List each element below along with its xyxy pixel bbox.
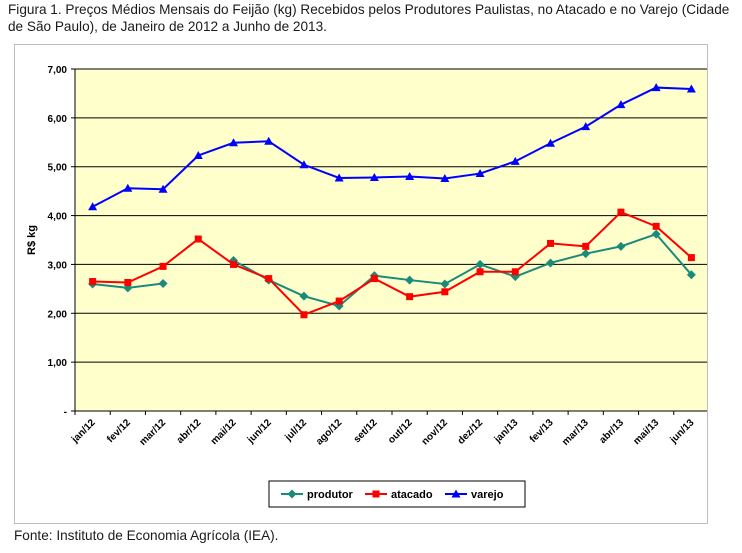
data-point-varejo [264,136,274,145]
data-point-varejo [123,183,133,192]
data-point-varejo [158,184,168,193]
data-point-produtor [405,275,415,285]
x-tick-label: jun/12 [245,417,274,446]
data-point-varejo [229,138,238,147]
x-tick-label: jan/12 [69,417,98,446]
data-point-atacado [300,311,308,319]
data-point-atacado [265,275,273,283]
plot-area [74,68,707,412]
data-point-produtor [299,291,309,301]
data-point-varejo [334,173,344,182]
data-point-produtor [581,249,591,259]
data-point-varejo [686,84,696,93]
data-point-atacado [652,222,660,230]
x-tick-label: mai/12 [209,417,239,447]
legend-marker-atacado [372,490,380,498]
legend-label-varejo: varejo [471,489,504,501]
legend-marker-varejo [451,489,461,498]
y-tick-label: 1,00 [48,358,68,369]
data-point-atacado [582,242,590,250]
x-tick-label: out/12 [386,417,415,446]
series-line-atacado [92,210,693,316]
x-tick-label: ago/12 [314,417,344,447]
y-tick-label: 6,00 [48,114,68,125]
data-point-varejo [369,172,379,181]
y-tick-label: 7,00 [48,65,68,76]
data-point-varejo [546,138,555,147]
y-tick-label: 2,00 [48,309,68,320]
legend-marker-produtor [287,489,297,499]
series-line-varejo [92,86,692,208]
data-point-varejo [88,202,98,211]
x-tick-label: dez/12 [456,417,486,447]
y-tick-label: 3,00 [48,260,68,271]
data-point-atacado [441,288,449,296]
chart-frame: -1,00 2,00 3,00 4,00 5,00 6,00 7,00 jan/12 fev/1… [14,44,708,524]
data-point-produtor [158,278,168,288]
data-point-atacado [89,278,97,286]
y-tick-label: 5,00 [48,163,68,174]
x-tick-label: jan/13 [492,417,521,446]
x-tick-label: mar/13 [560,417,591,448]
data-point-varejo [475,169,485,178]
data-point-varejo [405,171,415,180]
figure-caption: Figura 1. Preços Médios Mensais do Feijã… [8,2,730,34]
x-tick-label: mar/12 [138,417,169,448]
x-tick-label: nov/12 [420,417,450,447]
data-point-atacado [406,293,414,301]
data-point-atacado [159,262,167,270]
x-tick-label: abr/13 [597,417,626,446]
x-tick-label: jun/13 [668,417,697,446]
data-point-varejo [581,122,591,131]
data-point-varejo [651,83,661,92]
x-tick-label: abr/12 [175,417,204,446]
x-tick-label: mai/13 [631,417,661,447]
data-point-atacado [230,260,237,268]
y-tick-label: - [64,407,67,418]
source-note: Fonte: Instituto de Economia Agrícola (I… [14,528,279,543]
data-point-produtor [546,258,555,268]
data-point-produtor [616,241,626,251]
legend [268,480,526,508]
data-point-varejo [510,156,520,165]
data-point-atacado [687,254,695,262]
y-tick-label: 4,00 [48,212,68,223]
data-point-atacado [370,275,378,283]
x-tick-label: fev/12 [105,417,133,445]
data-point-produtor [651,229,661,239]
data-point-varejo [299,160,309,169]
series-line-produtor [233,232,693,308]
data-point-produtor [440,279,450,289]
data-point-produtor [229,256,238,266]
x-tick-label: set/12 [352,417,380,445]
data-point-atacado [476,268,484,276]
data-point-varejo [440,173,450,182]
data-point-atacado [335,297,343,305]
legend-label-produtor: produtor [307,489,354,501]
data-point-atacado [617,208,625,216]
data-point-atacado [124,279,132,287]
x-tick-label: fev/13 [528,417,556,445]
data-point-varejo [616,100,626,109]
data-point-produtor [686,270,696,280]
legend-label-atacado: atacado [391,489,433,501]
data-point-atacado [511,268,519,276]
data-point-produtor [475,259,485,269]
data-point-atacado [194,235,202,243]
y-axis-title: R$ kg [26,225,38,255]
x-tick-label: jul/12 [282,417,309,444]
data-point-atacado [547,239,554,247]
data-point-varejo [193,150,203,159]
